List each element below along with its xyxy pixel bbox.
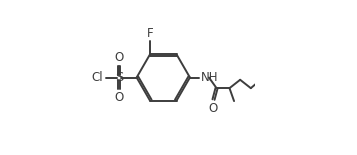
Text: F: F [147, 27, 153, 40]
Text: Cl: Cl [91, 71, 103, 84]
Text: NH: NH [201, 71, 218, 84]
Text: O: O [208, 102, 217, 115]
Text: O: O [115, 51, 124, 64]
Text: S: S [115, 71, 123, 84]
Text: O: O [115, 91, 124, 104]
